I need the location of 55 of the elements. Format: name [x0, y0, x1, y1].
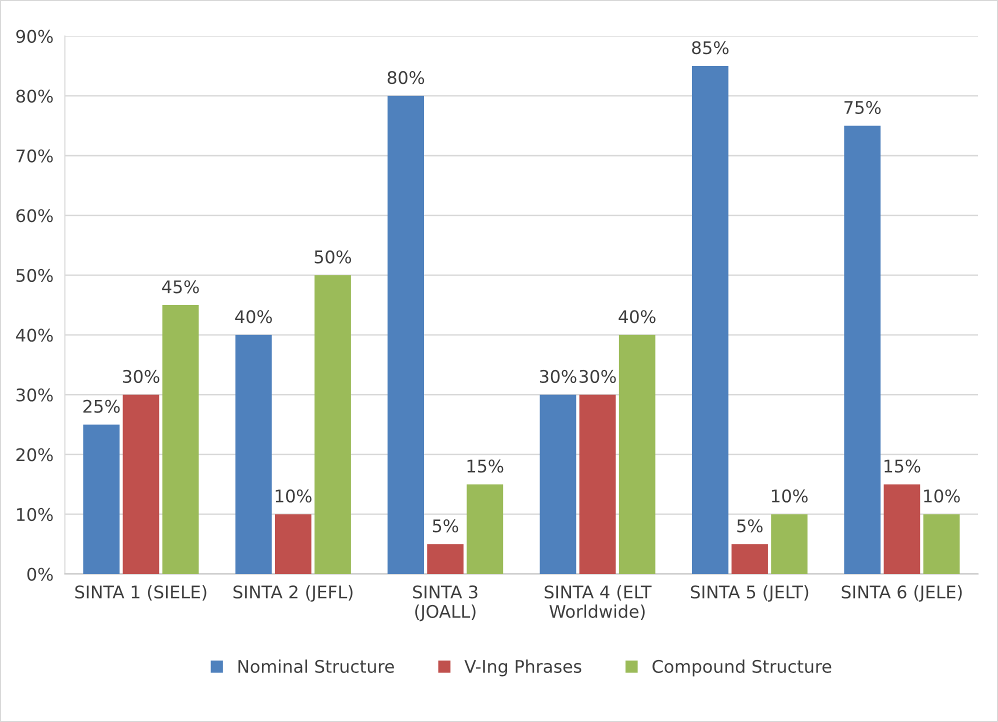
bar — [122, 394, 160, 574]
data-label: 15% — [884, 460, 920, 473]
bar — [923, 514, 960, 574]
data-label: 50% — [314, 250, 352, 264]
data-label: 25% — [83, 400, 120, 413]
data-label: 10% — [924, 489, 960, 503]
x-tick-label: SINTA 6 (JELE) — [842, 585, 962, 602]
data-label: 30% — [122, 370, 160, 383]
bar — [314, 275, 351, 574]
bar — [540, 394, 576, 574]
x-tick-label: SINTA 1 (SIELE) — [75, 585, 206, 601]
data-label: 10% — [772, 489, 808, 503]
data-label: 75% — [844, 100, 881, 114]
y-tick-label: 30% — [16, 388, 53, 402]
y-tick-label: 90% — [16, 30, 53, 43]
legend-label: V-Ing Phrases — [464, 660, 582, 676]
data-label: 15% — [468, 460, 504, 473]
data-label: 10% — [276, 489, 312, 503]
bar — [162, 305, 199, 574]
bar — [692, 66, 728, 574]
x-tick-label: SINTA 4 (ELT Worldwide) — [544, 585, 652, 620]
data-label: 5% — [432, 519, 458, 532]
bar — [618, 334, 656, 574]
y-tick-label: 10% — [17, 508, 53, 522]
data-label: 80% — [388, 71, 424, 84]
data-label: 5% — [737, 519, 763, 532]
bar — [83, 424, 120, 574]
y-tick-label: 40% — [16, 328, 53, 342]
x-tick-label: SINTA 3 (JOALL) — [413, 585, 478, 622]
bar — [579, 394, 616, 574]
data-label: 40% — [618, 310, 656, 324]
y-tick-label: 0% — [27, 568, 53, 581]
bar — [466, 484, 504, 574]
x-tick-label: SINTA 2 (JEFL) — [233, 585, 352, 602]
y-tick-label: 80% — [16, 90, 53, 103]
bar — [274, 514, 312, 574]
bar — [427, 544, 464, 574]
bar — [732, 544, 768, 574]
y-tick-label: 70% — [16, 149, 53, 162]
bar — [771, 514, 808, 574]
legend-label: Nominal Structure — [238, 660, 394, 673]
data-label: 30% — [580, 370, 616, 383]
bar — [388, 96, 424, 574]
y-tick-label: 20% — [16, 448, 53, 462]
legend-label: Compound Structure — [652, 660, 832, 676]
x-tick-label: SINTA 5 (JELT) — [690, 585, 808, 602]
y-tick-label: 60% — [16, 209, 53, 222]
data-label: 40% — [235, 310, 272, 324]
data-label: 85% — [692, 41, 729, 54]
bar — [884, 484, 920, 574]
y-tick-label: 50% — [16, 268, 53, 282]
data-label: 45% — [162, 280, 199, 294]
bar — [844, 126, 881, 574]
data-label: 30% — [540, 370, 576, 383]
bar — [235, 334, 272, 574]
